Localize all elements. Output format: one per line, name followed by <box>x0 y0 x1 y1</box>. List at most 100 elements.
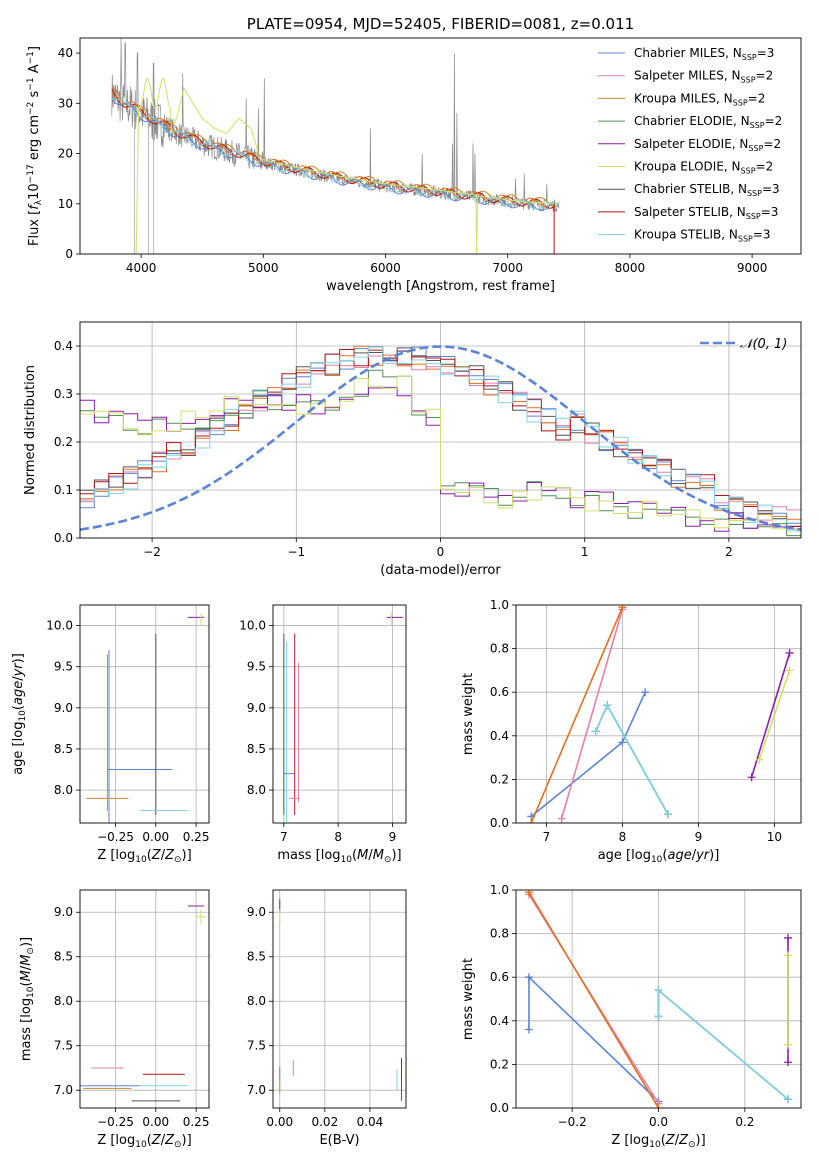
y-tick-label: 8.5 <box>54 950 73 964</box>
elodie-model <box>135 77 478 254</box>
y-tick-label: 0.4 <box>490 1014 509 1028</box>
y-tick-label: 0.6 <box>490 970 509 984</box>
plot-area <box>80 605 209 823</box>
spectrum-observed <box>111 38 560 213</box>
y-axis-label: mass weight <box>461 673 476 755</box>
x-tick-label: 6000 <box>370 261 401 275</box>
y-tick-label: 9.0 <box>247 701 266 715</box>
x-tick-label: 0.25 <box>183 1115 210 1129</box>
x-tick-label: 7 <box>280 830 288 844</box>
x-axis-label: Z [log10(Z/Z⊙)] <box>97 1133 191 1150</box>
plot-area <box>80 890 209 1108</box>
weight-marker <box>784 933 793 942</box>
panel-weight-age: 7 8 9 10 0.0 0.2 0.4 0.6 0.8 1.0 mass weight age [l… <box>461 598 802 865</box>
weight-line <box>560 609 624 819</box>
y-tick-label: 1.0 <box>490 883 509 897</box>
weight-marker <box>527 819 536 823</box>
y-tick-label: 8.0 <box>54 994 73 1008</box>
legend-label: Salpeter ELODIE, NSSP=2 <box>634 137 781 153</box>
x-tick-label: 8000 <box>615 261 646 275</box>
x-tick-label: 0.04 <box>357 1115 384 1129</box>
x-tick-label: 9 <box>389 830 397 844</box>
y-axis-label: mass weight <box>461 958 476 1040</box>
y-tick-label: 0.8 <box>490 642 509 656</box>
plot-area <box>516 890 801 1108</box>
model-curve <box>111 97 560 210</box>
x-tick-label: 9 <box>695 830 703 844</box>
weight-line <box>758 670 791 761</box>
weight-marker <box>785 666 794 675</box>
x-tick-label: 0.00 <box>142 830 169 844</box>
y-tick-label: 8.5 <box>247 742 266 756</box>
x-tick-label: 0.2 <box>735 1115 754 1129</box>
x-tick-label: 7000 <box>492 261 523 275</box>
x-tick-label: −0.25 <box>97 830 134 844</box>
y-tick-label: 0.8 <box>490 927 509 941</box>
weight-line <box>530 606 624 823</box>
plot-area <box>273 605 406 823</box>
weight-marker <box>755 755 764 764</box>
x-tick-label: 8 <box>334 830 342 844</box>
weight-marker <box>785 648 794 657</box>
histogram-series <box>80 375 801 530</box>
x-tick-label: 1 <box>581 545 589 559</box>
axes-frame <box>79 321 802 539</box>
axes-frame <box>79 37 802 255</box>
x-axis-label: E(B-V) <box>319 1133 359 1148</box>
model-curve <box>111 88 555 209</box>
x-tick-label: 10 <box>767 830 782 844</box>
panel-age-z: −0.25 0.00 0.25 8.0 8.5 9.0 9.5 10.0 Z [log10(Z/… <box>11 604 209 865</box>
legend-label: Kroupa MILES, NSSP=2 <box>634 91 765 107</box>
model-curve <box>111 98 560 211</box>
y-tick-label: 20 <box>58 147 73 161</box>
y-tick-label: 10.0 <box>239 619 266 633</box>
x-tick-label: −1 <box>287 545 305 559</box>
legend: Chabrier MILES, NSSP=3 Salpeter MILES, NS… <box>598 46 782 244</box>
x-axis-label: mass [log10(M/M⊙)] <box>277 848 401 865</box>
plot-area <box>111 38 560 254</box>
y-tick-label: 0.3 <box>54 387 73 401</box>
y-tick-label: 8.5 <box>247 950 266 964</box>
panel-mass-z: −0.25 0.00 0.25 7.0 7.5 8.0 8.5 9.0 Z [log10(Z/Z… <box>19 889 210 1150</box>
legend-label: Chabrier STELIB, NSSP=3 <box>634 182 780 198</box>
x-tick-label: 0 <box>437 545 445 559</box>
y-tick-label: 7.0 <box>54 1083 73 1097</box>
y-axis-label: mass [log10(M/M⊙)] <box>19 937 36 1061</box>
gaussian-curve <box>80 345 801 531</box>
histogram-series <box>80 346 801 532</box>
x-tick-label: 9000 <box>737 261 768 275</box>
y-tick-label: 9.0 <box>54 701 73 715</box>
weight-marker <box>618 738 627 747</box>
weight-marker <box>664 810 672 819</box>
weight-marker <box>747 773 756 782</box>
weight-marker <box>641 688 650 697</box>
y-tick-label: 7.5 <box>247 1039 266 1053</box>
y-axis-label: age [log10(age/yr)] <box>11 653 28 775</box>
weight-marker <box>524 1025 533 1034</box>
y-tick-label: 8.0 <box>247 783 266 797</box>
weight-marker <box>654 1012 663 1021</box>
weight-line <box>528 891 660 1108</box>
axes-frame <box>515 889 802 1109</box>
weight-marker <box>557 814 566 823</box>
axes-frame <box>272 604 407 824</box>
weight-marker <box>618 605 627 612</box>
x-tick-label: −0.25 <box>97 1115 134 1129</box>
plot-area <box>273 890 406 1108</box>
y-tick-label: 30 <box>58 96 73 110</box>
weight-marker <box>524 890 533 897</box>
plot-area <box>516 605 801 823</box>
x-tick-label: 0.00 <box>266 1115 293 1129</box>
y-tick-label: 9.5 <box>54 660 73 674</box>
histogram-series <box>80 346 801 524</box>
y-tick-label: 0.2 <box>490 772 509 786</box>
x-tick-label: 0.02 <box>311 1115 338 1129</box>
panel-age-mass: 7 8 9 8.0 8.5 9.0 9.5 10.0 mass [log10(M/M⊙)] <box>239 604 407 865</box>
y-tick-label: 8.0 <box>54 783 73 797</box>
x-tick-label: 4000 <box>126 261 157 275</box>
weight-marker <box>784 1058 793 1067</box>
legend-label: Kroupa STELIB, NSSP=3 <box>634 228 771 244</box>
x-tick-label: 5000 <box>248 261 279 275</box>
weight-marker <box>784 1040 793 1049</box>
